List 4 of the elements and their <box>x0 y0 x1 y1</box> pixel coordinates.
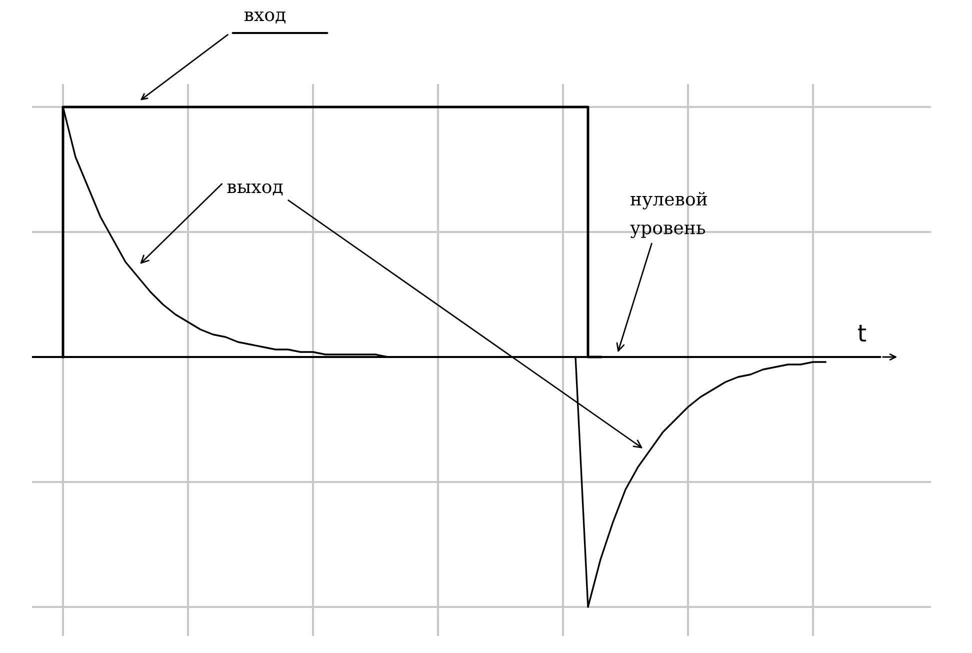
x-axis-title: t <box>858 324 866 342</box>
annotation: нулевой уровень <box>630 192 707 238</box>
annotation: выход <box>227 183 283 196</box>
text: вход <box>244 11 286 24</box>
